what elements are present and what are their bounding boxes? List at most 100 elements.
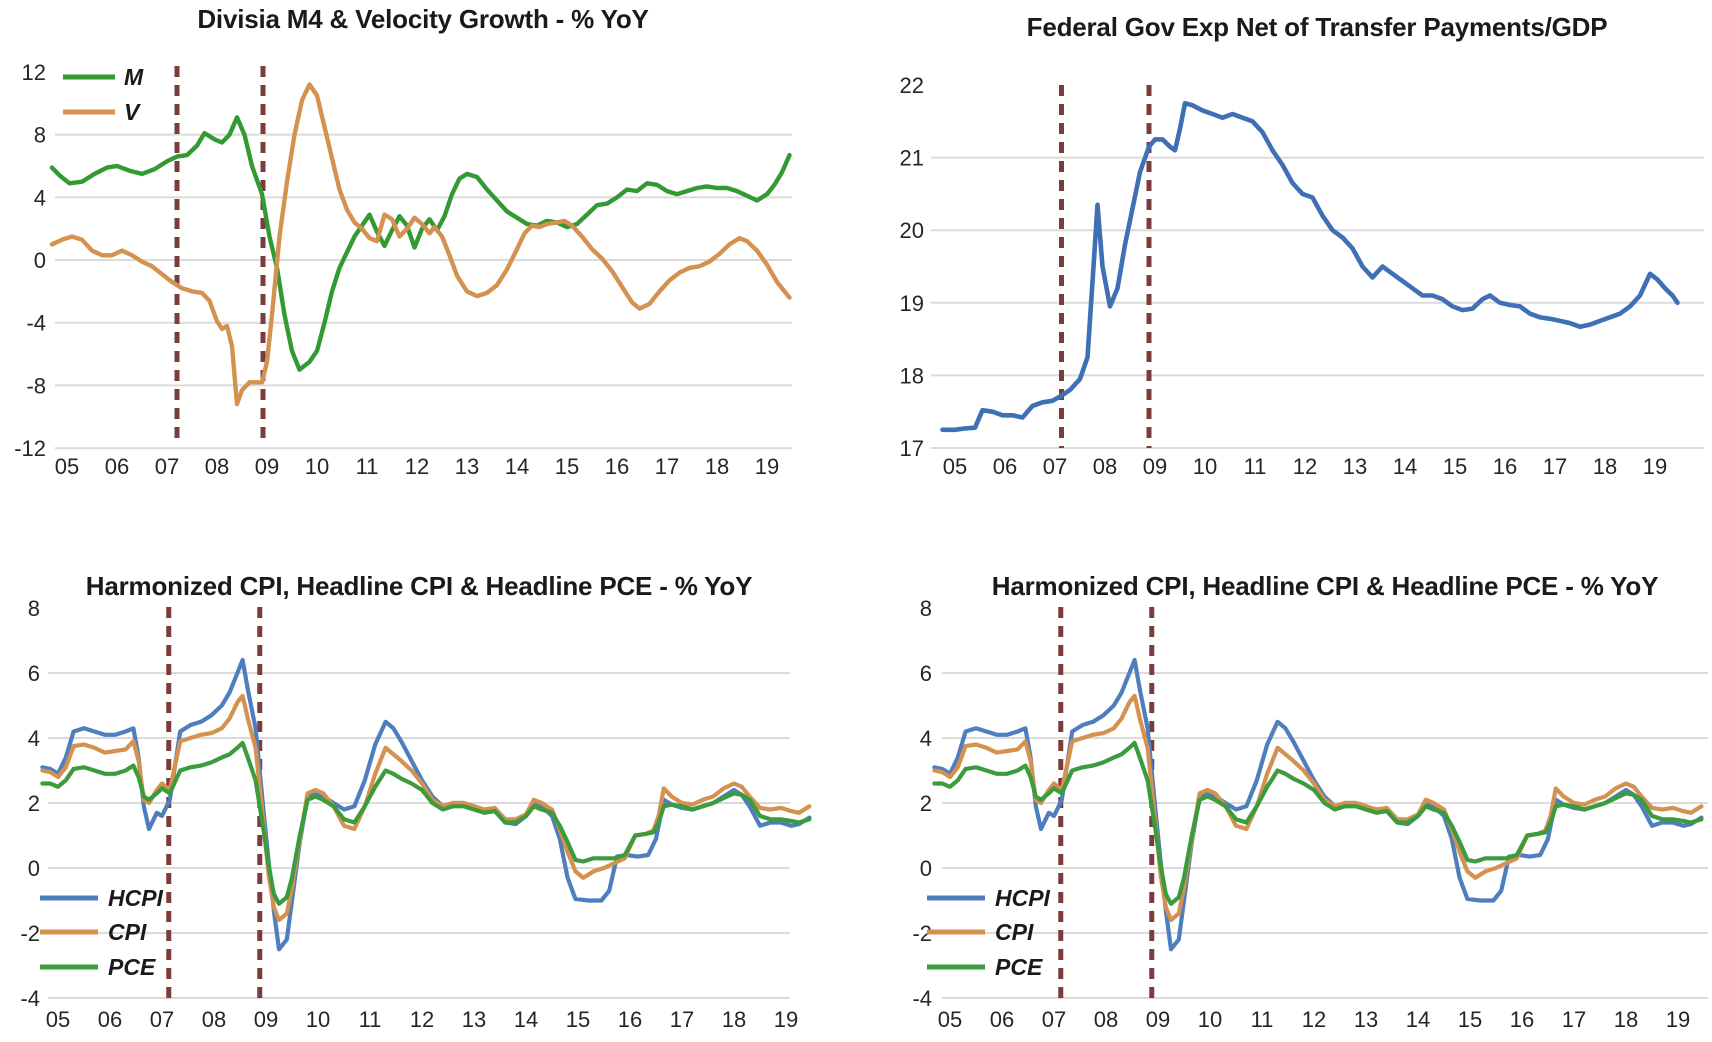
x-axis-tick-label: 12 — [1293, 454, 1317, 479]
x-axis-tick-label: 12 — [410, 1007, 434, 1032]
y-axis-tick-label: -8 — [26, 373, 46, 398]
x-axis-tick-label: 14 — [505, 454, 529, 479]
x-axis-tick-label: 08 — [202, 1007, 226, 1032]
x-axis-tick-label: 09 — [254, 1007, 278, 1032]
y-axis-tick-label: 17 — [900, 436, 924, 461]
x-axis-tick-label: 16 — [1493, 454, 1517, 479]
x-axis-tick-label: 11 — [1251, 1007, 1274, 1032]
x-axis-tick-label: 13 — [462, 1007, 486, 1032]
x-axis-tick-label: 09 — [255, 454, 279, 479]
x-axis-tick-label: 10 — [1198, 1007, 1222, 1032]
y-axis-tick-label: -4 — [912, 986, 932, 1011]
y-axis-tick-label: 6 — [920, 661, 932, 686]
x-axis-tick-label: 13 — [1343, 454, 1367, 479]
y-axis-tick-label: 8 — [34, 123, 46, 148]
federal-gov-exp-chart: 22 21 20 19 18 17 05 06 07 08 09 10 11 12 13 14 15 16 17 18… — [900, 73, 1704, 479]
legend-label-hcpi: HCPI — [108, 885, 164, 911]
x-axis-tick-label: 19 — [774, 1007, 798, 1032]
y-axis-tick-label: -2 — [912, 921, 932, 946]
chart-title-divisia: Divisia M4 & Velocity Growth - % YoY — [197, 4, 649, 34]
y-axis-tick-label: 19 — [900, 291, 924, 316]
x-axis-tick-label: 08 — [1093, 454, 1117, 479]
x-axis-tick-label: 18 — [1614, 1007, 1638, 1032]
x-axis-tick-label: 06 — [993, 454, 1017, 479]
x-axis-tick-label: 12 — [405, 454, 429, 479]
x-axis-tick-label: 15 — [555, 454, 579, 479]
x-axis-tick-label: 11 — [1244, 454, 1267, 479]
y-axis-tick-label: -4 — [20, 986, 40, 1011]
x-axis-tick-label: 05 — [55, 454, 79, 479]
x-axis-tick-label: 08 — [205, 454, 229, 479]
x-axis-tick-label: 12 — [1302, 1007, 1326, 1032]
x-axis-tick-label: 06 — [990, 1007, 1014, 1032]
y-axis-tick-label: 4 — [920, 726, 932, 751]
legend-label-pce: PCE — [108, 954, 156, 980]
chart-title-federal-gov-exp: Federal Gov Exp Net of Transfer Payments… — [1026, 12, 1608, 42]
y-axis-tick-label: 2 — [920, 791, 932, 816]
y-axis-tick-label: 12 — [22, 60, 46, 85]
x-axis-tick-label: 13 — [455, 454, 479, 479]
x-axis-tick-label: 11 — [356, 454, 379, 479]
harmonized-cpi-chart-left: 8 6 4 2 0 -2 -405 06 07 08 09 10 11 12 13 14 15 16 17 18 19 H… — [20, 596, 812, 1032]
y-axis-tick-label: 4 — [34, 185, 46, 210]
series-line-hcpi — [40, 657, 812, 952]
series-line-hcpi — [932, 657, 1704, 952]
x-axis-tick-label: 10 — [305, 454, 329, 479]
x-axis-tick-label: 10 — [306, 1007, 330, 1032]
series-line-pce — [932, 740, 1704, 906]
x-axis-tick-label: 14 — [1393, 454, 1417, 479]
chart-cell-divisia-m4-velocity: 12 8 4 0 -4 -8 -12 05 06 07 08 09 10 11 12 13 14 15 16 17 18… — [0, 0, 856, 521]
harmonized-cpi-chart-right: 8 6 4 2 0 -2 -405 06 07 08 09 10 11 12 13 14 15 16 17 18 19 H… — [912, 596, 1708, 1032]
y-axis-tick-label: 18 — [900, 363, 924, 388]
series-line-federal gov exp net of transfer payments/gdp — [940, 100, 1680, 433]
x-axis-tick-label: 09 — [1143, 454, 1167, 479]
legend-label-hcpi: HCPI — [995, 885, 1051, 911]
x-axis-tick-label: 07 — [150, 1007, 174, 1032]
x-axis-tick-label: 19 — [1666, 1007, 1690, 1032]
x-axis-tick-label: 17 — [670, 1007, 694, 1032]
chart-title-cpi-right: Harmonized CPI, Headline CPI & Headline … — [991, 571, 1659, 601]
chart-title-cpi-left: Harmonized CPI, Headline CPI & Headline … — [85, 571, 753, 601]
y-axis-tick-label: 0 — [920, 856, 932, 881]
y-axis-tick-label: 0 — [34, 248, 46, 273]
legend-label-pce: PCE — [995, 954, 1043, 980]
x-axis-tick-label: 17 — [655, 454, 679, 479]
legend-label-cpi: CPI — [108, 919, 147, 945]
x-axis-tick-label: 09 — [1146, 1007, 1170, 1032]
x-axis-tick-label: 07 — [155, 454, 179, 479]
legend-label-v: V — [124, 99, 141, 125]
y-axis-tick-label: -2 — [20, 921, 40, 946]
x-axis-tick-label: 19 — [755, 454, 779, 479]
y-axis-tick-label: -12 — [14, 436, 46, 461]
series-line-cpi — [40, 693, 812, 923]
series-line-pce — [40, 740, 812, 906]
x-axis-tick-label: 16 — [618, 1007, 642, 1032]
y-axis-tick-label: 8 — [920, 596, 932, 621]
y-axis-tick-label: 21 — [900, 146, 924, 171]
x-axis-tick-label: 18 — [722, 1007, 746, 1032]
x-axis-tick-label: 19 — [1643, 454, 1667, 479]
x-axis-tick-label: 05 — [938, 1007, 962, 1032]
divisia-m4-velocity-chart: 12 8 4 0 -4 -8 -12 05 06 07 08 09 10 11 12 13 14 15 16 17 18… — [14, 60, 792, 479]
x-axis-tick-label: 17 — [1543, 454, 1567, 479]
x-axis-tick-label: 06 — [105, 454, 129, 479]
x-axis-tick-label: 07 — [1043, 454, 1067, 479]
x-axis-tick-label: 14 — [1406, 1007, 1430, 1032]
y-axis-tick-label: 0 — [28, 856, 40, 881]
x-axis-tick-label: 16 — [1510, 1007, 1534, 1032]
x-axis-tick-label: 16 — [605, 454, 629, 479]
x-axis-tick-label: 18 — [1593, 454, 1617, 479]
series-line-cpi — [932, 693, 1704, 923]
x-axis-tick-label: 14 — [514, 1007, 538, 1032]
x-axis-tick-label: 15 — [1458, 1007, 1482, 1032]
y-axis-tick-label: 20 — [900, 218, 924, 243]
x-axis-tick-label: 15 — [1443, 454, 1467, 479]
chart-cell-cpi-right: 8 6 4 2 0 -2 -4 05 06 07 08 09 10 11 12 13 14 15 16 17 18 19 H… — [856, 521, 1712, 1042]
series-line-m — [49, 115, 792, 372]
x-axis-tick-label: 10 — [1193, 454, 1217, 479]
chart-cell-cpi-left: 8 6 4 2 0 -2 -4 05 06 07 08 09 10 11 12 13 14 15 16 17 18 19 H… — [0, 521, 856, 1042]
y-axis-tick-label: 6 — [28, 661, 40, 686]
legend-label-m: M — [124, 64, 144, 90]
legend-label-cpi: CPI — [995, 919, 1034, 945]
